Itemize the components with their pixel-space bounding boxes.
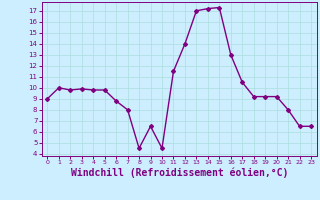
- X-axis label: Windchill (Refroidissement éolien,°C): Windchill (Refroidissement éolien,°C): [70, 168, 288, 178]
